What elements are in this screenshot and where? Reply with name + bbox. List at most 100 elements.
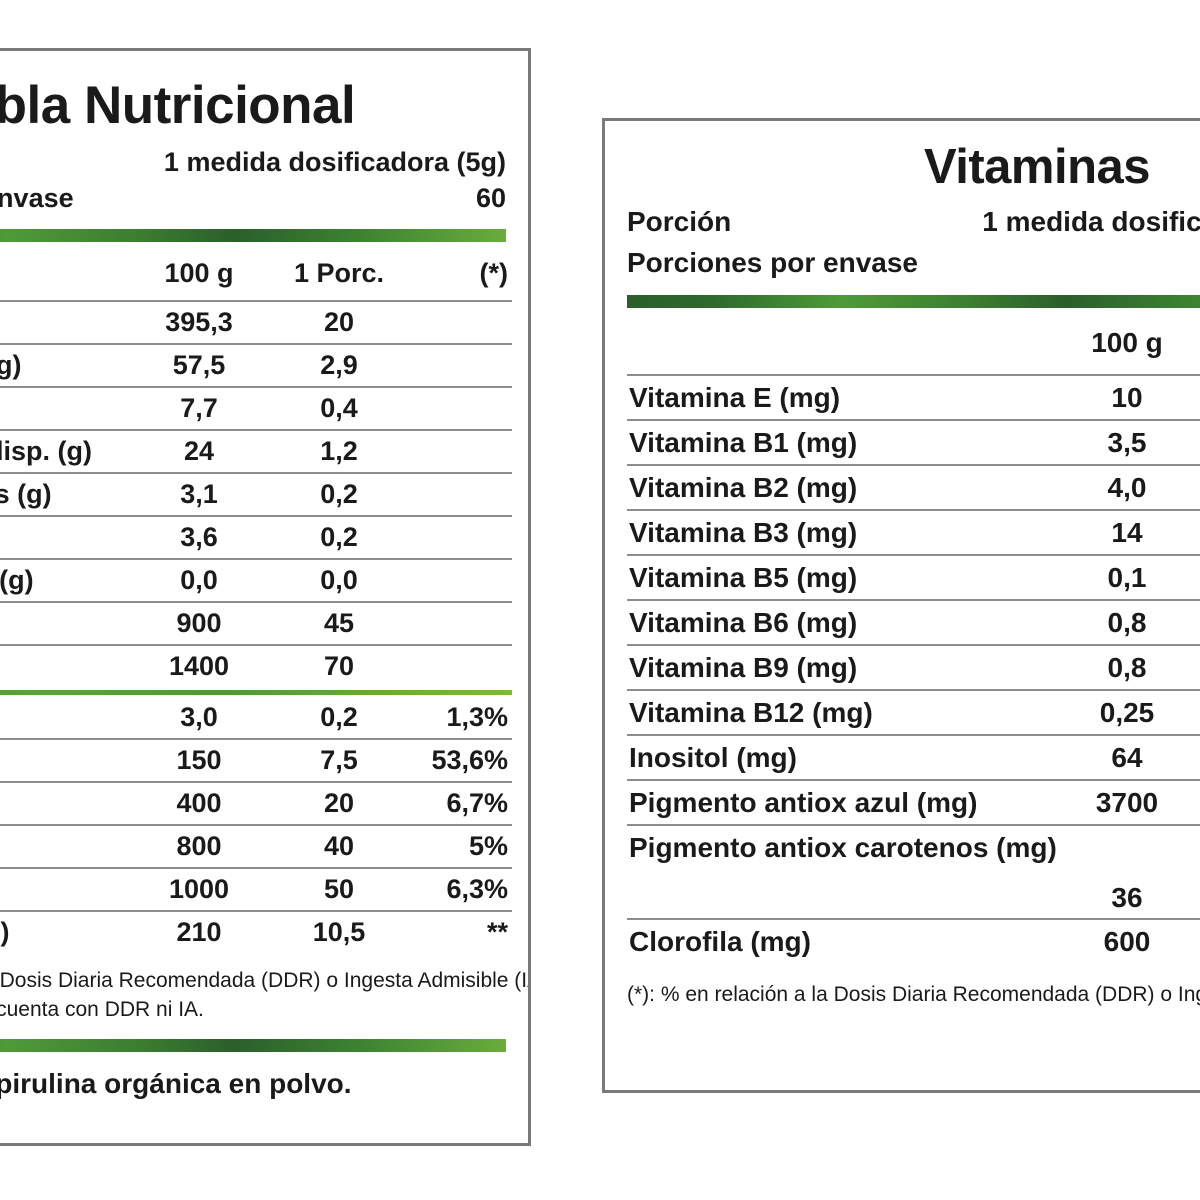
nutrient-value-per-portion: 0,4 [320, 392, 358, 423]
nutrient-name: Carbohidratos disp. (g) [0, 435, 92, 466]
table-row: Vitamina B1 (mg)3,50,2 [627, 420, 1200, 465]
nutrient-name: Grasa total (g) [0, 516, 129, 559]
nutrient-value-per-100g: 57,5 [172, 349, 226, 380]
vitamin-name: Vitamina B2 (mg) [629, 471, 858, 503]
footnote-line: (*): % en relación a la Dosis Diaria Rec… [627, 983, 1200, 1007]
table-row: Azúcares totales (g) 3,1 0,2 [0, 472, 512, 516]
vitamin-name: Vitamina B1 (mg) [629, 426, 858, 458]
table-row: Manganeso (mg) 210 10,5 ** [0, 910, 512, 953]
table-row: Sodio (mg) 900 45 [0, 601, 512, 645]
nutrient-name: Fósforo (mg) [0, 825, 129, 868]
nutrient-percent-ddr [409, 516, 512, 559]
nutrient-percent-ddr [409, 387, 512, 430]
vitamin-value-per-100g: 0,25 [1099, 696, 1155, 728]
table-row: Calcio (mg) 3,0 0,2 1,3% [0, 697, 512, 739]
nutrient-percent-ddr [409, 602, 512, 645]
nutrient-value-per-portion: 10,5 [312, 916, 366, 947]
nutrient-name: Azúcares totales (g) [0, 478, 52, 509]
nutrient-name: Potasio (mg) [0, 645, 129, 687]
page-title-nutricional: Tabla Nutricional [0, 76, 356, 135]
nutrient-value-per-100g: 24 [183, 435, 215, 466]
green-divider-bar-vitaminas [627, 295, 1200, 309]
ingredients-text: Ingredientes: Spirulina orgánica en polv… [0, 1067, 352, 1099]
vitamin-value-per-100g: 64 [1111, 741, 1143, 773]
servings-per-container-row-vitaminas: Porciones por envase 60 [627, 243, 1200, 284]
table-row: Potasio (mg) 1400 70 [0, 644, 512, 687]
vitamin-value-per-100g: 600 [1103, 925, 1151, 957]
vitamin-value-per-100g: 14 [1111, 516, 1143, 548]
table-row: Carbohidratos disp. (g) 24 1,2 [0, 429, 512, 473]
vitamin-value-per-100g: 36 [1111, 882, 1143, 914]
green-rule-cell [0, 687, 512, 697]
nutrient-name: Energía (kcal) [0, 301, 129, 344]
column-header-per-100g-vitaminas: 100 g [1091, 327, 1163, 359]
table-row: Hierro (mg) 150 7,5 53,6% [0, 738, 512, 782]
serving-info-nutricional: Porción 1 medida dosificadora (5g) Porci… [0, 144, 506, 217]
nutrient-name: Magnesio (mg) [0, 782, 129, 825]
table-row: Grasa saturada (g) 0,0 0,0 [0, 558, 512, 602]
vitamin-name: Inositol (mg) [629, 741, 797, 773]
portion-value-vitaminas: 1 medida dosificadora (5g) [982, 206, 1200, 237]
nutrition-facts-body: Energía (kcal) 395,3 20 Carbohidratos (g) 57… [0, 300, 512, 953]
vitamin-value-per-100g: 3700 [1095, 786, 1159, 818]
table-row: Vitamina B5 (mg)0,10,0 [627, 555, 1200, 600]
portion-row: Porción 1 medida dosificadora (5g) [0, 144, 506, 180]
portion-row-vitaminas: Porción 1 medida dosificadora (5g) [627, 202, 1200, 243]
table-header-row-vitaminas: 100 g 1 Porc. [627, 318, 1200, 375]
vitamin-name: Vitamina E (mg) [629, 381, 841, 413]
vitamin-name: Clorofila (mg) [629, 925, 811, 957]
table-row: Vitamina B9 (mg)0,80,0 [627, 645, 1200, 690]
nutrient-value-per-100g: 400 [176, 787, 222, 818]
nutrient-name: Sodio (mg) [0, 602, 129, 645]
table-row: Carbohidratos (g) 57,5 2,9 [0, 343, 512, 387]
nutrient-percent-ddr: 5% [468, 830, 508, 861]
column-header-percent: (*) [479, 258, 509, 289]
portion-value: 1 medida dosificadora (5g) [163, 147, 506, 177]
nutrient-value-per-100g: 3,1 [180, 478, 218, 509]
servings-per-container-value: 60 [475, 183, 506, 214]
nutrient-value-per-portion: 70 [323, 650, 355, 681]
vitamin-value-per-100g: 10 [1111, 381, 1143, 413]
vitamins-facts-table: 100 g 1 Porc. Vitamina E (mg)100,5Vitami… [627, 318, 1200, 963]
nutrient-percent-ddr: 53,6% [431, 744, 508, 775]
nutrient-value-per-portion: 40 [323, 830, 355, 861]
vitamin-name: Vitamina B6 (mg) [629, 606, 858, 638]
table-row: Energía (kcal) 395,3 20 [0, 300, 512, 344]
page-title-vitaminas: Vitaminas [923, 140, 1151, 194]
nutrient-value-per-portion: 0,0 [320, 564, 358, 595]
column-header-per-100g: 100 g [164, 258, 234, 289]
nutrient-value-per-portion: 0,2 [320, 701, 358, 732]
nutrient-name: Zinc (mg) [0, 868, 129, 911]
table-row: Pigmento antiox azul (mg)3700185 [627, 780, 1200, 825]
nutrient-value-per-portion: 20 [323, 787, 355, 818]
column-header-vitamin [627, 318, 1057, 375]
nutrient-value-per-portion: 0,2 [320, 521, 358, 552]
nutrient-name: Azúcares (g) [0, 387, 129, 430]
nutrient-value-per-100g: 0,0 [180, 564, 218, 595]
nutrient-value-per-100g: 900 [176, 607, 222, 638]
nutrient-value-per-100g: 800 [176, 830, 222, 861]
table-row: Vitamina B2 (mg)4,00,2 [627, 465, 1200, 510]
nutrient-value-per-portion: 50 [323, 873, 355, 904]
nutrient-value-per-100g: 395,3 [165, 306, 233, 337]
vitamin-value-per-100g: 0,8 [1107, 606, 1147, 638]
nutrient-name: Calcio (mg) [0, 697, 129, 739]
table-row: Grasa total (g) 3,6 0,2 [0, 515, 512, 559]
nutrient-value-per-portion: 2,9 [320, 349, 358, 380]
nutrient-value-per-100g: 210 [176, 916, 222, 947]
table-row: Pigmento antiox carotenos (mg)361,8 [627, 825, 1200, 919]
nutrient-value-per-100g: 3,0 [180, 701, 218, 732]
table-row: Vitamina B3 (mg)140,7 [627, 510, 1200, 555]
vitamin-name: Vitamina B12 (mg) [629, 696, 873, 728]
nutrient-percent-ddr [409, 559, 512, 602]
column-header-per-portion: 1 Porc. [293, 258, 385, 289]
nutrient-percent-ddr [409, 473, 512, 516]
nutrient-name: Manganeso (mg) [0, 916, 10, 947]
nutrient-percent-ddr [409, 430, 512, 473]
nutrient-name: Carbohidratos (g) [0, 349, 22, 380]
table-row: Azúcares (g) 7,7 0,4 [0, 386, 512, 430]
servings-per-container-label: Porciones por envase [0, 183, 74, 214]
table-row: Vitamina B12 (mg)0,250,01 [627, 690, 1200, 735]
column-header-nutrient [0, 252, 129, 301]
